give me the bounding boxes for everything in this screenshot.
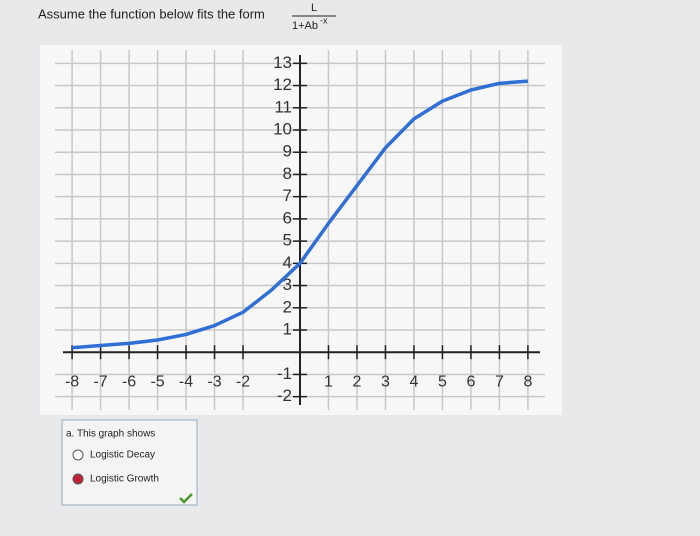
answer-box [61,419,198,506]
y-tick-label: 2 [283,297,292,316]
y-tick-label: 4 [283,253,292,272]
denominator: 1+Ab [292,20,318,32]
x-tick-label: -6 [122,373,136,390]
x-tick-label: -8 [65,373,79,390]
y-tick-label: -2 [277,386,292,405]
y-tick-label: -1 [277,364,292,383]
x-tick-label: -5 [150,373,164,390]
y-tick-label: 7 [283,186,292,205]
radio-button[interactable] [72,473,84,485]
y-tick-label: 10 [273,119,292,138]
question-prompt: a. This graph shows [66,429,155,440]
x-tick-label: 2 [353,373,362,390]
x-tick-label: 3 [381,373,390,390]
exponent: -x [320,15,328,25]
x-tick-label: -7 [93,373,107,390]
x-tick-label: -3 [207,373,221,390]
x-tick-label: 6 [466,373,475,390]
x-tick-label: 5 [438,373,447,390]
x-tick-label: 1 [324,373,333,390]
y-tick-label: 3 [283,275,292,294]
y-tick-label: 6 [283,208,292,227]
y-tick-label: 12 [273,75,292,94]
y-tick-label: 9 [283,142,292,161]
y-tick-label: 8 [283,164,292,183]
y-tick-label: 11 [274,97,292,116]
y-tick-label: 13 [273,53,292,72]
x-tick-label: -4 [179,373,193,390]
option-label[interactable]: Logistic Growth [90,474,159,485]
numerator: L [311,2,317,14]
curve [71,79,529,350]
y-tick-label: 5 [283,231,292,250]
radio-button[interactable] [72,449,84,461]
x-tick-label: -2 [236,373,250,390]
header-text: Assume the function below fits the form [38,6,265,21]
x-tick-label: 7 [495,373,504,390]
checkmark [179,493,193,504]
y-tick-label: 1 [283,319,292,338]
x-tick-label: 8 [523,373,532,390]
x-tick-label: 4 [410,373,419,390]
option-label[interactable]: Logistic Decay [90,450,155,461]
